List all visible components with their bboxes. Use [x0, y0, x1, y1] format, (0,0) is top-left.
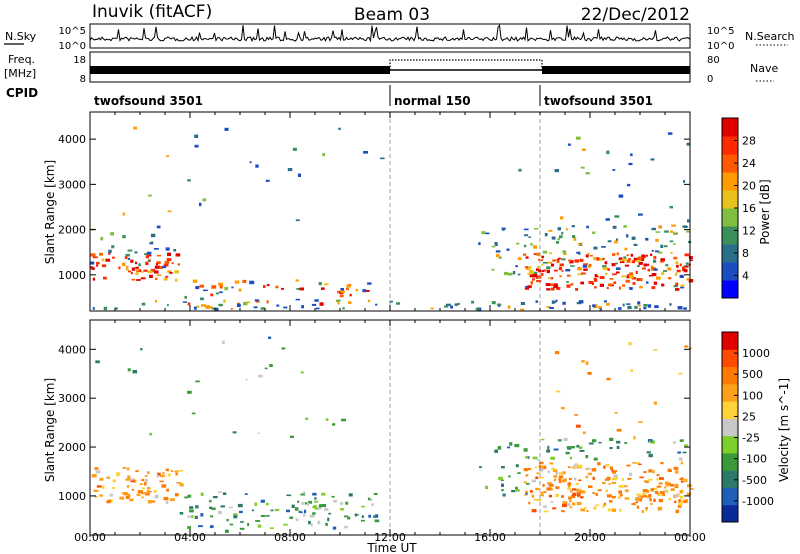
colorbar-swatch [722, 332, 738, 350]
nsky-strip: N.Sky 10^5 10^0 10^5 10^0 N.Search [4, 23, 795, 52]
cpid-segment-label: twofsound 3501 [94, 94, 203, 108]
ytick-label: 1000 [58, 490, 86, 503]
colorbar-swatch [722, 452, 738, 471]
colorbar-swatch [722, 418, 738, 437]
xaxis-label: Time UT [366, 541, 417, 554]
cpid-segment-label: normal 150 [394, 94, 471, 108]
nsearch-top-tick: 10^5 [707, 26, 734, 37]
colorbar-swatch [722, 401, 738, 419]
ytick-label: 3000 [58, 178, 86, 191]
colorbar-swatch [722, 470, 738, 488]
colorbar-tick: -25 [742, 432, 760, 445]
colorbar-tick: 24 [742, 157, 756, 170]
colorbar-swatch [722, 487, 738, 506]
xtick-label: 04:00 [174, 531, 206, 544]
xtick-label: 08:00 [274, 531, 306, 544]
colorbar-swatch [722, 262, 738, 281]
freq-label: Freq. [8, 53, 35, 66]
colorbar-swatch [722, 244, 738, 263]
colorbar-tick: -1000 [742, 495, 774, 508]
nsky-label: N.Sky [5, 30, 37, 43]
power-panel: 1000 2000 3000 4000 Slant Range [km] 4 8 12 16… [43, 111, 772, 312]
xtick-label: 12:00 [374, 531, 406, 544]
colorbar-tick: -500 [742, 474, 767, 487]
velocity-panel: 1000 2000 3000 4000 Slant Range [km] 1000 50… [43, 319, 791, 536]
ytick-label: 4000 [58, 133, 86, 146]
nave-label: Nave [750, 62, 778, 75]
colorbar-tick: 20 [742, 180, 756, 193]
colorbar-swatch [722, 190, 738, 209]
xtick-label: 00:00 [74, 531, 106, 544]
nsky-top-tick: 10^5 [59, 26, 86, 37]
colorbar-swatch [722, 366, 738, 385]
freq-bottom-tick: 8 [80, 74, 86, 85]
freq-strip: Freq. [MHz] 18 8 80 0 Nave [4, 51, 778, 85]
ytick-label: 4000 [58, 343, 86, 356]
colorbar-swatch [722, 154, 738, 173]
colorbar-tick: 25 [742, 410, 756, 423]
freq-top-tick: 18 [73, 55, 86, 66]
colorbar-swatch [722, 226, 738, 245]
velocity-colorbar-label: Velocity [m s^-1] [777, 378, 791, 482]
colorbar-tick: 500 [742, 368, 763, 381]
colorbar-tick: 4 [742, 270, 749, 283]
xtick-label: 20:00 [574, 531, 606, 544]
colorbar-swatch [722, 118, 738, 137]
cpid-segment-label: twofsound 3501 [544, 94, 653, 108]
colorbar-swatch [722, 172, 738, 191]
station-title: Inuvik (fitACF) [92, 2, 212, 22]
xtick-label: 16:00 [474, 531, 506, 544]
nsearch-label: N.Search [745, 30, 795, 43]
nsky-bottom-tick: 10^0 [59, 41, 86, 52]
velocity-ylabel: Slant Range [km] [43, 378, 57, 482]
colorbar-tick: 28 [742, 135, 756, 148]
power-colorbar-label: Power [dB] [758, 179, 772, 244]
freq-unit-label: [MHz] [4, 67, 36, 80]
power-ylabel: Slant Range [km] [43, 160, 57, 264]
colorbar-tick: 16 [742, 202, 756, 215]
colorbar-tick: 12 [742, 225, 756, 238]
colorbar-tick: 100 [742, 389, 763, 402]
nsearch-bottom-tick: 10^0 [707, 41, 734, 52]
colorbar-swatch [722, 504, 738, 523]
colorbar-swatch [722, 383, 738, 402]
cpid-label: CPID [6, 86, 38, 100]
colorbar-swatch [722, 280, 738, 299]
beam-title: Beam 03 [354, 5, 430, 25]
colorbar-swatch [722, 208, 738, 227]
nsky-trace [89, 23, 691, 43]
ytick-label: 2000 [58, 224, 86, 237]
colorbar-tick: 8 [742, 247, 749, 260]
ytick-label: 1000 [58, 269, 86, 282]
colorbar-swatch [722, 349, 738, 368]
colorbar-tick: -100 [742, 453, 767, 466]
ytick-label: 2000 [58, 441, 86, 454]
colorbar-tick: 1000 [742, 347, 770, 360]
colorbar-swatch [722, 435, 738, 454]
cpid-strip: CPID twofsound 3501 normal 150 twofsound 3… [6, 85, 653, 108]
colorbar-swatch [722, 136, 738, 155]
nave-bottom-tick: 0 [707, 74, 713, 85]
ytick-label: 3000 [58, 392, 86, 405]
nave-top-tick: 80 [707, 55, 720, 66]
date-title: 22/Dec/2012 [581, 5, 690, 25]
xtick-label: 00:00 [674, 531, 706, 544]
